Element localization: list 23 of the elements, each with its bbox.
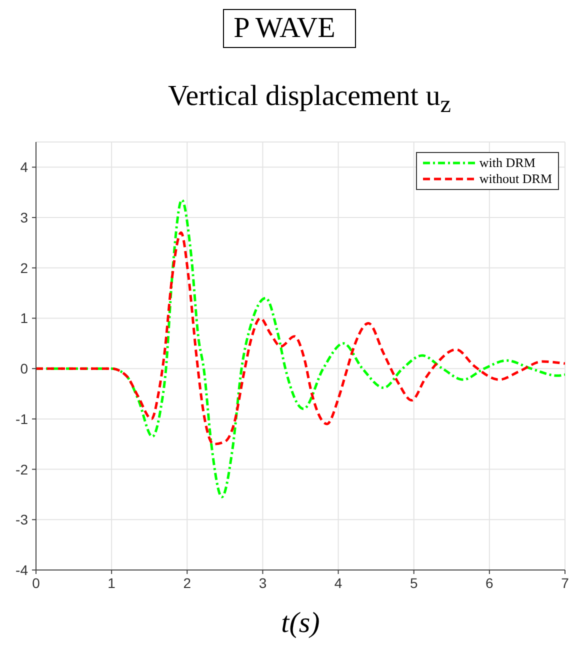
y-tick-label: -2	[16, 461, 28, 478]
y-tick-label: 2	[20, 260, 28, 276]
y-tick-label: 0	[20, 360, 28, 377]
x-tick-label: 0	[32, 574, 40, 591]
line-series	[36, 231, 565, 446]
x-axis-title: t(s)	[281, 607, 320, 639]
y-tick-label: -1	[16, 410, 28, 427]
y-tick-label: -3	[16, 512, 28, 528]
chart-subtitle: Vertical displacement u$_{z}$	[167, 80, 452, 119]
x-tick-label: 7	[561, 574, 570, 591]
x-tick-label: 5	[410, 574, 418, 591]
chart-title: P WAVE	[222, 9, 356, 48]
legend-label: without DRM	[479, 171, 552, 187]
legend-label: with DRM	[479, 155, 536, 171]
x-tick-label: 3	[258, 574, 267, 591]
y-tick-label: 4	[20, 159, 28, 176]
x-tick-label: 6	[486, 574, 494, 591]
y-tick-label: 1	[20, 310, 28, 326]
x-tick-label: 4	[334, 574, 342, 591]
y-tick-label: -4	[16, 562, 28, 578]
x-tick-label: 2	[183, 574, 192, 591]
y-tick-label: 3	[20, 210, 28, 226]
x-tick-label: 1	[108, 574, 116, 591]
